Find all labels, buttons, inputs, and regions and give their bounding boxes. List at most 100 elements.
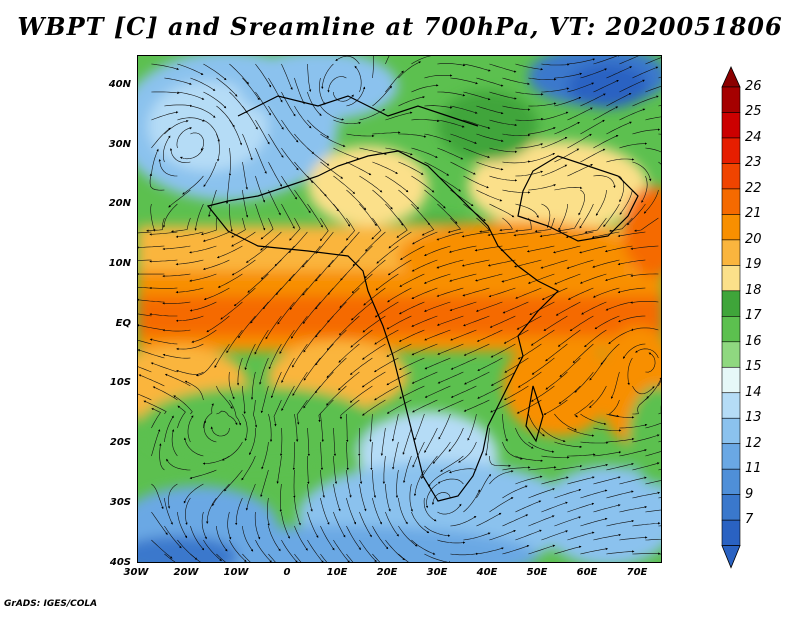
streamline bbox=[210, 426, 230, 437]
streamline bbox=[409, 483, 413, 512]
streamline bbox=[363, 287, 386, 306]
streamline bbox=[527, 273, 555, 284]
streamline bbox=[593, 504, 621, 513]
streamline bbox=[281, 203, 295, 229]
streamline bbox=[574, 371, 594, 393]
streamline bbox=[421, 455, 438, 479]
streamline bbox=[421, 217, 435, 236]
streamline bbox=[168, 189, 191, 208]
colorbar-swatch bbox=[721, 214, 741, 241]
streamline bbox=[247, 273, 269, 293]
streamline bbox=[503, 329, 529, 344]
streamline bbox=[151, 148, 159, 177]
streamline bbox=[580, 463, 609, 471]
streamline bbox=[528, 544, 556, 555]
streamline bbox=[162, 245, 191, 251]
streamline bbox=[179, 147, 204, 160]
streamline bbox=[162, 273, 191, 278]
streamline bbox=[529, 301, 555, 315]
streamline bbox=[593, 476, 621, 485]
streamline bbox=[260, 385, 269, 414]
streamline bbox=[238, 315, 256, 339]
colorbar-swatch bbox=[721, 239, 741, 266]
grads-credit: GrADS: IGES/COLA bbox=[4, 599, 98, 609]
streamline bbox=[396, 217, 408, 238]
colorbar-swatch bbox=[721, 392, 741, 419]
streamline bbox=[567, 58, 596, 65]
streamline bbox=[333, 203, 351, 227]
streamline bbox=[423, 497, 437, 522]
streamline bbox=[541, 476, 569, 485]
streamline bbox=[259, 357, 269, 385]
streamline bbox=[375, 273, 399, 291]
streamline bbox=[267, 497, 270, 527]
streamline bbox=[476, 473, 492, 499]
colorbar-swatch bbox=[721, 494, 741, 521]
streamline bbox=[216, 385, 233, 409]
colorbar-tick-label: 15 bbox=[745, 359, 762, 375]
streamline bbox=[245, 245, 269, 263]
streamline bbox=[502, 189, 531, 194]
streamline bbox=[372, 85, 392, 107]
streamline bbox=[281, 119, 299, 143]
streamline bbox=[333, 539, 350, 562]
streamline bbox=[387, 259, 412, 276]
streamline bbox=[242, 413, 248, 442]
colorbar-swatch bbox=[721, 112, 741, 139]
streamline bbox=[541, 164, 568, 177]
streamline bbox=[138, 287, 152, 289]
streamline bbox=[335, 56, 360, 65]
streamline bbox=[333, 119, 362, 125]
streamline bbox=[385, 175, 409, 193]
lon-label-30e: 30E bbox=[426, 567, 448, 578]
streamline bbox=[437, 539, 466, 544]
streamline bbox=[162, 135, 171, 163]
streamline bbox=[250, 371, 256, 400]
streamline bbox=[489, 63, 517, 73]
streamline bbox=[216, 77, 238, 97]
streamline bbox=[630, 327, 659, 331]
streamline bbox=[281, 539, 298, 562]
streamline bbox=[450, 515, 477, 527]
streamline bbox=[164, 497, 173, 525]
streamline bbox=[489, 455, 511, 467]
streamline bbox=[302, 245, 321, 268]
streamline bbox=[528, 77, 557, 81]
streamline bbox=[362, 399, 386, 416]
streamline bbox=[619, 108, 646, 121]
streamline bbox=[476, 105, 504, 115]
streamline bbox=[619, 56, 639, 65]
streamline bbox=[424, 133, 452, 143]
streamline bbox=[372, 553, 381, 562]
streamline bbox=[229, 119, 242, 146]
streamline bbox=[579, 245, 607, 254]
streamline bbox=[202, 259, 230, 271]
streamline bbox=[580, 68, 608, 79]
streamline bbox=[320, 525, 335, 551]
streamline bbox=[370, 441, 373, 471]
streamline bbox=[515, 63, 544, 71]
streamline bbox=[268, 343, 282, 370]
streamline bbox=[502, 466, 531, 471]
streamline bbox=[171, 429, 178, 457]
streamline bbox=[321, 63, 334, 90]
streamline bbox=[361, 371, 386, 388]
streamline bbox=[514, 259, 542, 268]
streamline bbox=[489, 315, 516, 328]
colorbar-swatch bbox=[721, 468, 741, 495]
streamline bbox=[580, 547, 609, 555]
streamline bbox=[528, 466, 557, 471]
streamline bbox=[158, 158, 178, 177]
streamline bbox=[450, 329, 477, 341]
streamline bbox=[281, 511, 290, 539]
streamline bbox=[189, 301, 217, 312]
colorbar-swatch bbox=[721, 341, 741, 368]
streamline bbox=[580, 93, 606, 107]
streamline bbox=[138, 231, 152, 234]
streamline bbox=[372, 161, 398, 174]
streamline bbox=[545, 371, 568, 390]
streamline bbox=[319, 77, 326, 105]
streamline bbox=[346, 413, 349, 443]
streamline bbox=[307, 511, 319, 538]
streamline bbox=[412, 441, 425, 468]
